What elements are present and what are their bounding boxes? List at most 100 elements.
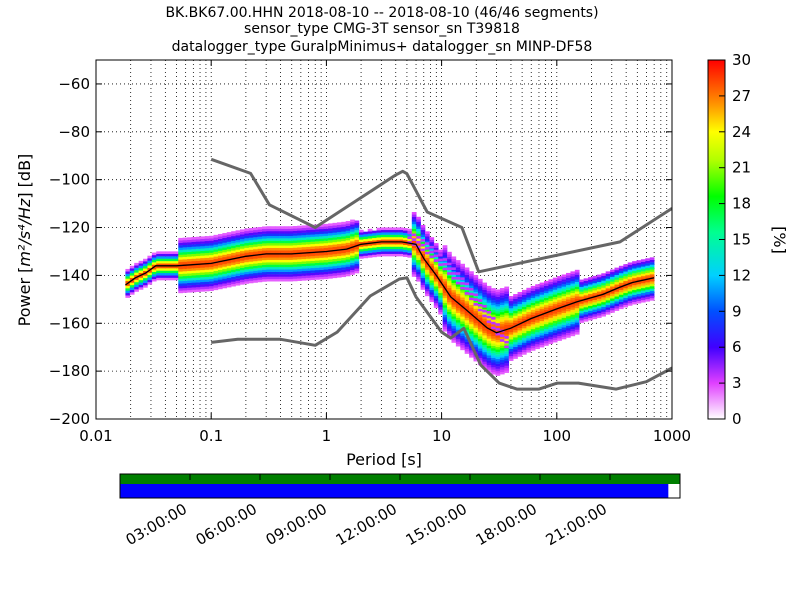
heatmap-cell	[367, 252, 373, 256]
heatmap-cell	[425, 281, 430, 285]
heatmap-cell	[367, 240, 373, 244]
heatmap-cell	[231, 236, 236, 239]
heatmap-cell	[319, 267, 324, 270]
heatmap-cell	[451, 330, 457, 334]
heatmap-cell	[239, 243, 245, 247]
heatmap-cell	[574, 274, 580, 278]
heatmap-cell	[596, 298, 602, 302]
heatmap-cell	[310, 258, 316, 261]
heatmap-cell	[482, 340, 488, 343]
heatmap-cell	[640, 271, 646, 274]
heatmap-cell	[226, 251, 232, 254]
heatmap-cell	[217, 255, 223, 259]
heatmap-cell	[574, 288, 580, 292]
heatmap-cell	[222, 233, 228, 236]
heatmap-cell	[297, 271, 302, 274]
heatmap-cell	[239, 282, 245, 285]
heatmap-cell	[535, 344, 540, 347]
heatmap-cell	[583, 302, 589, 305]
heatmap-cell	[473, 310, 479, 314]
heatmap-cell	[583, 283, 589, 286]
heatmap-cell	[376, 232, 382, 236]
heatmap-cell	[244, 264, 250, 268]
heatmap-cell	[513, 298, 518, 302]
heatmap-cell	[279, 247, 285, 251]
heatmap-cell	[394, 248, 399, 252]
heatmap-cell	[530, 305, 536, 308]
heatmap-cell	[477, 324, 483, 327]
heatmap-cell	[623, 271, 629, 274]
heatmap-cell	[495, 306, 501, 309]
heatmap-cell	[561, 274, 567, 278]
heatmap-cell	[310, 260, 316, 264]
heatmap-cell	[420, 232, 426, 235]
heatmap-cell	[275, 271, 280, 275]
heatmap-cell	[455, 267, 461, 270]
heatmap-cell	[279, 264, 285, 268]
heatmap-cell	[147, 270, 153, 273]
heatmap-cell	[420, 260, 426, 264]
heatmap-cell	[191, 277, 197, 281]
heatmap-cell-secondary	[433, 249, 439, 253]
heatmap-cell	[323, 247, 329, 251]
heatmap-cell-secondary	[482, 309, 488, 313]
heatmap-cell	[447, 326, 452, 329]
heatmap-cell	[187, 249, 192, 252]
heatmap-cell	[372, 254, 377, 258]
heatmap-cell	[583, 316, 589, 320]
heatmap-cell	[583, 292, 589, 296]
heatmap-cell	[491, 312, 496, 315]
heatmap-cell	[244, 274, 250, 277]
heatmap-cell	[623, 276, 629, 279]
heatmap-cell	[455, 286, 461, 290]
heatmap-cell	[328, 223, 333, 226]
heatmap-cell	[165, 270, 170, 274]
heatmap-cell	[257, 250, 263, 254]
heatmap-cell-secondary	[411, 238, 417, 241]
heatmap-cell	[548, 317, 554, 321]
heatmap-cell	[636, 272, 642, 275]
heatmap-cell	[491, 288, 496, 291]
heatmap-cell	[134, 272, 139, 276]
heatmap-cell	[504, 322, 510, 326]
heatmap-cell	[182, 254, 188, 257]
heatmap-cell	[266, 269, 272, 272]
heatmap-cell	[513, 313, 518, 316]
heatmap-cell	[182, 251, 188, 255]
heatmap-cell	[425, 274, 430, 278]
heatmap-cell	[526, 304, 532, 308]
heatmap-cell	[151, 271, 157, 275]
heatmap-cell-secondary	[407, 236, 413, 240]
heatmap-cell	[156, 268, 161, 271]
heatmap-cell	[195, 282, 201, 285]
heatmap-cell	[491, 357, 496, 361]
heatmap-cell	[231, 255, 236, 258]
heatmap-cell	[292, 259, 298, 263]
heatmap-cell	[508, 348, 514, 352]
heatmap-cell	[579, 289, 584, 292]
heatmap-cell	[222, 245, 228, 248]
heatmap-cell	[451, 292, 457, 295]
heatmap-cell	[266, 259, 272, 263]
heatmap-cell	[354, 246, 360, 250]
heatmap-cell	[358, 244, 364, 247]
heatmap-cell	[530, 319, 536, 322]
heatmap-cell	[610, 303, 615, 306]
heatmap-cell	[372, 235, 377, 239]
heatmap-cell	[640, 280, 646, 284]
heatmap-cell	[200, 267, 206, 271]
heatmap-cell	[323, 266, 329, 270]
heatmap-cell	[200, 281, 206, 285]
heatmap-cell	[543, 316, 549, 320]
heatmap-cell	[200, 236, 206, 240]
heatmap-cell	[354, 227, 360, 231]
heatmap-cell	[473, 296, 479, 300]
heatmap-cell	[270, 238, 276, 241]
heatmap-cell	[226, 244, 232, 247]
heatmap-cell	[292, 242, 298, 246]
heatmap-cell	[420, 251, 426, 254]
heatmap-cell	[521, 347, 527, 350]
heatmap-cell	[266, 254, 272, 258]
heatmap-cell	[447, 304, 452, 308]
heatmap-cell-secondary	[416, 245, 421, 249]
